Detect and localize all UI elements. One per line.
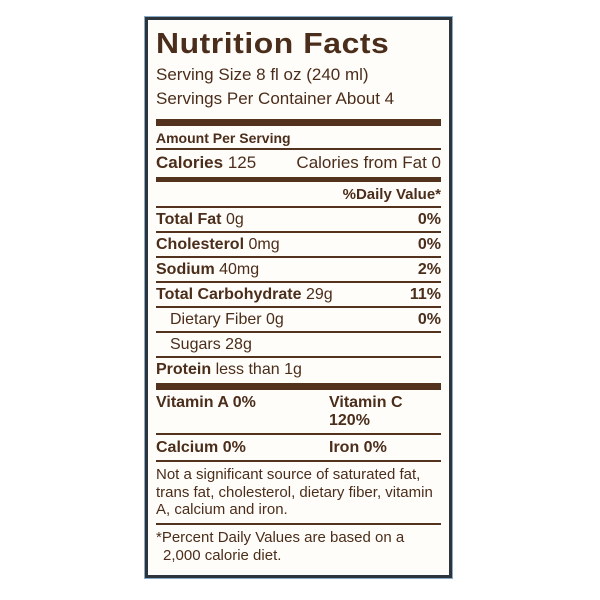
- servings-per-container: Servings Per Container About 4: [156, 89, 395, 108]
- thin-rule-footnote: [156, 522, 441, 525]
- vitamin-a: Vitamin A 0%: [156, 394, 256, 411]
- nutrient-text: Total Carbohydrate 29g: [156, 286, 333, 303]
- nutrient-dv: 0%: [417, 211, 441, 228]
- iron: Iron 0%: [329, 439, 387, 456]
- nutrient-row-cholesterol: Cholesterol 0mg 0%: [156, 233, 441, 258]
- daily-value-header: %Daily Value*: [156, 182, 441, 208]
- nutrient-row-sodium: Sodium 40mg 2%: [156, 258, 441, 283]
- nutrient-text: Protein less than 1g: [156, 361, 302, 378]
- calcium: Calcium 0%: [156, 439, 246, 456]
- vitamin-c: Vitamin C 120%: [329, 394, 403, 429]
- calories-row: Calories 125 Calories from Fat 0: [156, 150, 441, 175]
- nutrient-dv: 0%: [417, 236, 441, 253]
- not-significant-note: Not a significant source of saturated fa…: [156, 466, 433, 518]
- footnote-line-2: 2,000 calorie diet.: [163, 546, 282, 564]
- label-title: Nutrition Facts: [156, 28, 390, 60]
- medium-rule: [156, 177, 441, 182]
- nutrient-row-protein: Protein less than 1g: [156, 358, 441, 381]
- calories-label: Calories: [156, 153, 224, 172]
- nutrient-dv: 11%: [409, 286, 441, 303]
- nutrient-row-sugars: Sugars 28g: [156, 333, 441, 358]
- daily-value-footnote: *Percent Daily Values are based on a 2,0…: [156, 525, 441, 565]
- calories-from-fat-label: Calories from Fat: [296, 153, 427, 172]
- calories-from-fat-number: 0: [431, 153, 441, 172]
- thick-rule-top: [156, 119, 441, 126]
- nutrition-facts-label: Nutrition Facts Serving Size 8 fl oz (24…: [145, 17, 452, 578]
- vitamin-row-1: Vitamin A 0% Vitamin C 120%: [156, 390, 441, 435]
- thin-rule: [156, 148, 441, 150]
- footnote-line-1: *Percent Daily Values are based on a: [156, 528, 405, 546]
- nutrient-row-dietary-fiber: Dietary Fiber 0g 0%: [156, 308, 441, 333]
- nutrient-text: Cholesterol 0mg: [156, 236, 280, 253]
- nutrient-dv: 2%: [417, 261, 441, 278]
- calories-number: 125: [227, 153, 257, 172]
- nutrient-text: Total Fat 0g: [156, 211, 244, 228]
- nutrient-text: Dietary Fiber 0g: [170, 311, 284, 328]
- nutrient-dv: 0%: [417, 311, 441, 328]
- calories-value: Calories 125: [156, 153, 256, 173]
- serving-size: Serving Size 8 fl oz (240 ml): [156, 65, 369, 84]
- nutrient-text: Sugars 28g: [170, 336, 252, 353]
- thick-rule-bottom: [156, 383, 441, 390]
- calories-from-fat: Calories from Fat 0: [296, 153, 441, 173]
- nutrient-row-total-fat: Total Fat 0g 0%: [156, 208, 441, 233]
- nutrient-text: Sodium 40mg: [156, 261, 260, 278]
- vitamin-row-2: Calcium 0% Iron 0%: [156, 435, 441, 462]
- nutrient-row-total-carbohydrate: Total Carbohydrate 29g 11%: [156, 283, 441, 308]
- amount-per-serving-header: Amount Per Serving: [156, 130, 291, 146]
